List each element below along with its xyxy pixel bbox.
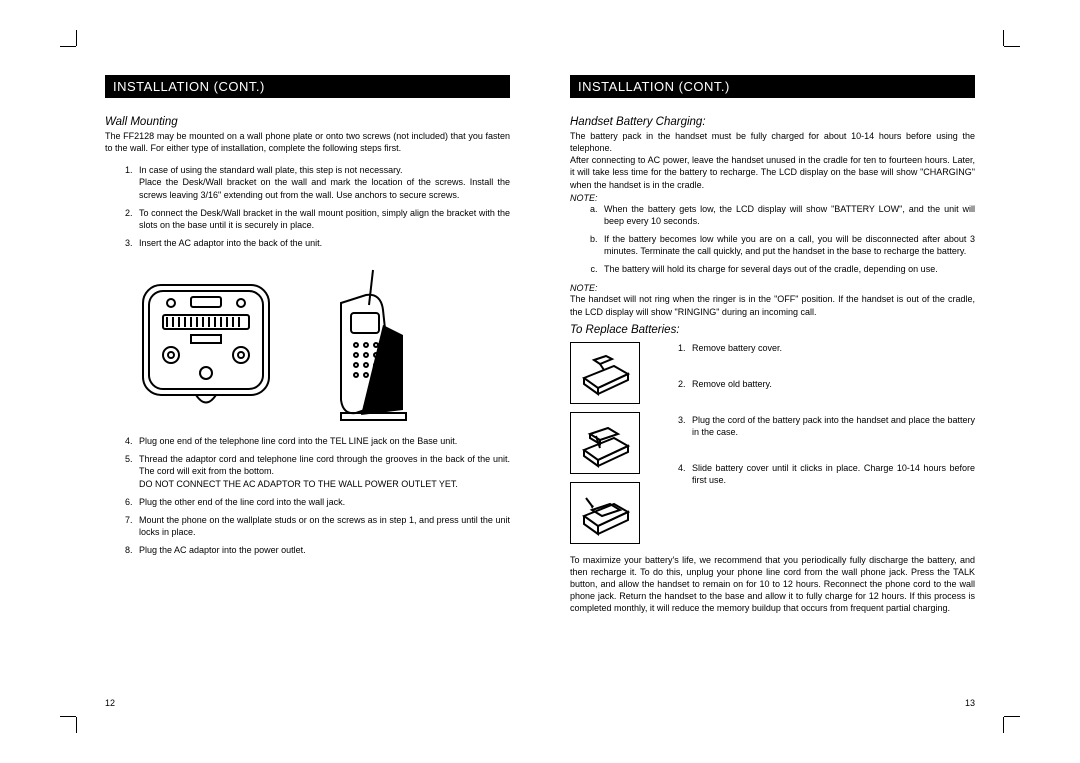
battery-fig-3 <box>570 482 640 544</box>
charging-subhead: Handset Battery Charging: <box>570 116 975 128</box>
battery-replace-section: Remove battery cover. Remove old battery… <box>570 342 975 544</box>
charging-p2: After connecting to AC power, leave the … <box>570 154 975 190</box>
wall-mount-figures <box>105 255 510 435</box>
wall-mounting-intro: The FF2128 may be mounted on a wall phon… <box>105 130 510 154</box>
wall-mounting-subhead: Wall Mounting <box>105 116 510 128</box>
step-text: Thread the adaptor cord and telephone li… <box>139 454 510 476</box>
page-left: INSTALLATION (CONT.) Wall Mounting The F… <box>105 75 510 708</box>
page-spread: INSTALLATION (CONT.) Wall Mounting The F… <box>0 0 1080 763</box>
bstep-2: Remove old battery. <box>688 378 975 390</box>
wall-mounting-steps-4-8: Plug one end of the telephone line cord … <box>105 435 510 562</box>
battery-figure-column <box>570 342 640 544</box>
note-a: When the battery gets low, the LCD displ… <box>600 203 975 227</box>
base-unit-icon <box>131 275 281 415</box>
battery-fig-1 <box>570 342 640 404</box>
step-6: Plug the other end of the line cord into… <box>135 496 510 508</box>
step-8: Plug the AC adaptor into the power outle… <box>135 544 510 556</box>
handset-stand-icon <box>311 265 421 425</box>
note-label: NOTE: <box>570 193 975 203</box>
step-3: Insert the AC adaptor into the back of t… <box>135 237 510 249</box>
battery-steps: Remove battery cover. Remove old battery… <box>658 342 975 544</box>
charging-p1: The battery pack in the handset must be … <box>570 130 975 154</box>
battery-closing: To maximize your battery's life, we reco… <box>570 554 975 615</box>
bstep-3: Plug the cord of the battery pack into t… <box>688 414 975 438</box>
page-number: 12 <box>105 698 510 708</box>
note-b: If the battery becomes low while you are… <box>600 233 975 257</box>
step-1: In case of using the standard wall plate… <box>135 164 510 200</box>
battery-notes: When the battery gets low, the LCD displ… <box>570 203 975 282</box>
step-text: Place the Desk/Wall bracket on the wall … <box>139 177 510 199</box>
page-right: INSTALLATION (CONT.) Handset Battery Cha… <box>570 75 975 708</box>
bstep-4: Slide battery cover until it clicks in p… <box>688 462 975 486</box>
step-5: Thread the adaptor cord and telephone li… <box>135 453 510 489</box>
bstep-1: Remove battery cover. <box>688 342 975 354</box>
note-label: NOTE: <box>570 283 975 293</box>
step-text: DO NOT CONNECT THE AC ADAPTOR TO THE WAL… <box>139 479 458 489</box>
wall-mounting-steps-1-3: In case of using the standard wall plate… <box>105 164 510 255</box>
step-7: Mount the phone on the wallplate studs o… <box>135 514 510 538</box>
replace-batteries-subhead: To Replace Batteries: <box>570 324 975 336</box>
section-header: INSTALLATION (CONT.) <box>105 75 510 98</box>
battery-fig-2 <box>570 412 640 474</box>
note-c: The battery will hold its charge for sev… <box>600 263 975 275</box>
note-ringer: The handset will not ring when the ringe… <box>570 293 975 317</box>
step-text: In case of using the standard wall plate… <box>139 165 402 175</box>
page-number: 13 <box>570 698 975 708</box>
step-4: Plug one end of the telephone line cord … <box>135 435 510 447</box>
step-2: To connect the Desk/Wall bracket in the … <box>135 207 510 231</box>
section-header: INSTALLATION (CONT.) <box>570 75 975 98</box>
